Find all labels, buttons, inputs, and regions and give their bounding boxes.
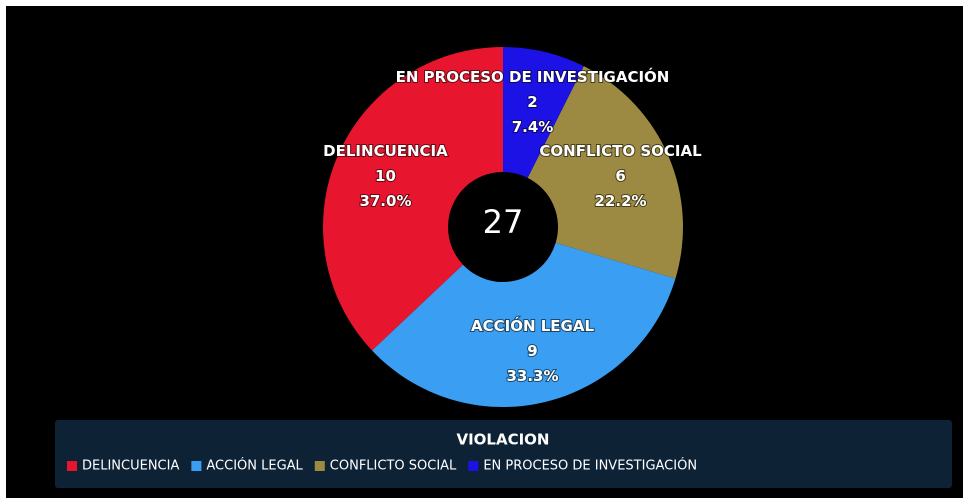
slice-label-percent: 33.3% (506, 367, 558, 385)
slice-label-name: EN PROCESO DE INVESTIGACIÓN (396, 67, 670, 86)
slice (527, 66, 683, 279)
slice-label-percent: 22.2% (595, 192, 647, 210)
slice-label-value: 9 (527, 342, 537, 360)
slice (503, 47, 584, 178)
slice-label-percent: 7.4% (512, 118, 554, 136)
slice-label-value: 10 (375, 167, 396, 185)
legend-box (55, 420, 952, 488)
slice (322, 47, 503, 351)
slice-label-value: 6 (615, 167, 625, 185)
legend-swatch (67, 461, 77, 471)
legend-label: EN PROCESO DE INVESTIGACIÓN (483, 458, 697, 474)
legend-label: CONFLICTO SOCIAL (330, 459, 457, 474)
slice (372, 242, 676, 407)
slice-label-percent: 37.0% (359, 192, 411, 210)
legend-swatch (191, 461, 202, 471)
legend-label: ACCIÓN LEGAL (206, 458, 303, 474)
slice-label-name: ACCIÓN LEGAL (471, 316, 594, 335)
legend-swatch (468, 461, 479, 471)
slice-label-value: 2 (527, 93, 537, 111)
center-total: 27 (483, 203, 524, 241)
legend-label: DELINCUENCIA (82, 459, 179, 474)
slice-label-name: CONFLICTO SOCIAL (539, 142, 702, 160)
slice-label-name: DELINCUENCIA (323, 142, 448, 160)
legend-title: VIOLACION (456, 431, 549, 449)
legend-swatch (314, 461, 325, 471)
